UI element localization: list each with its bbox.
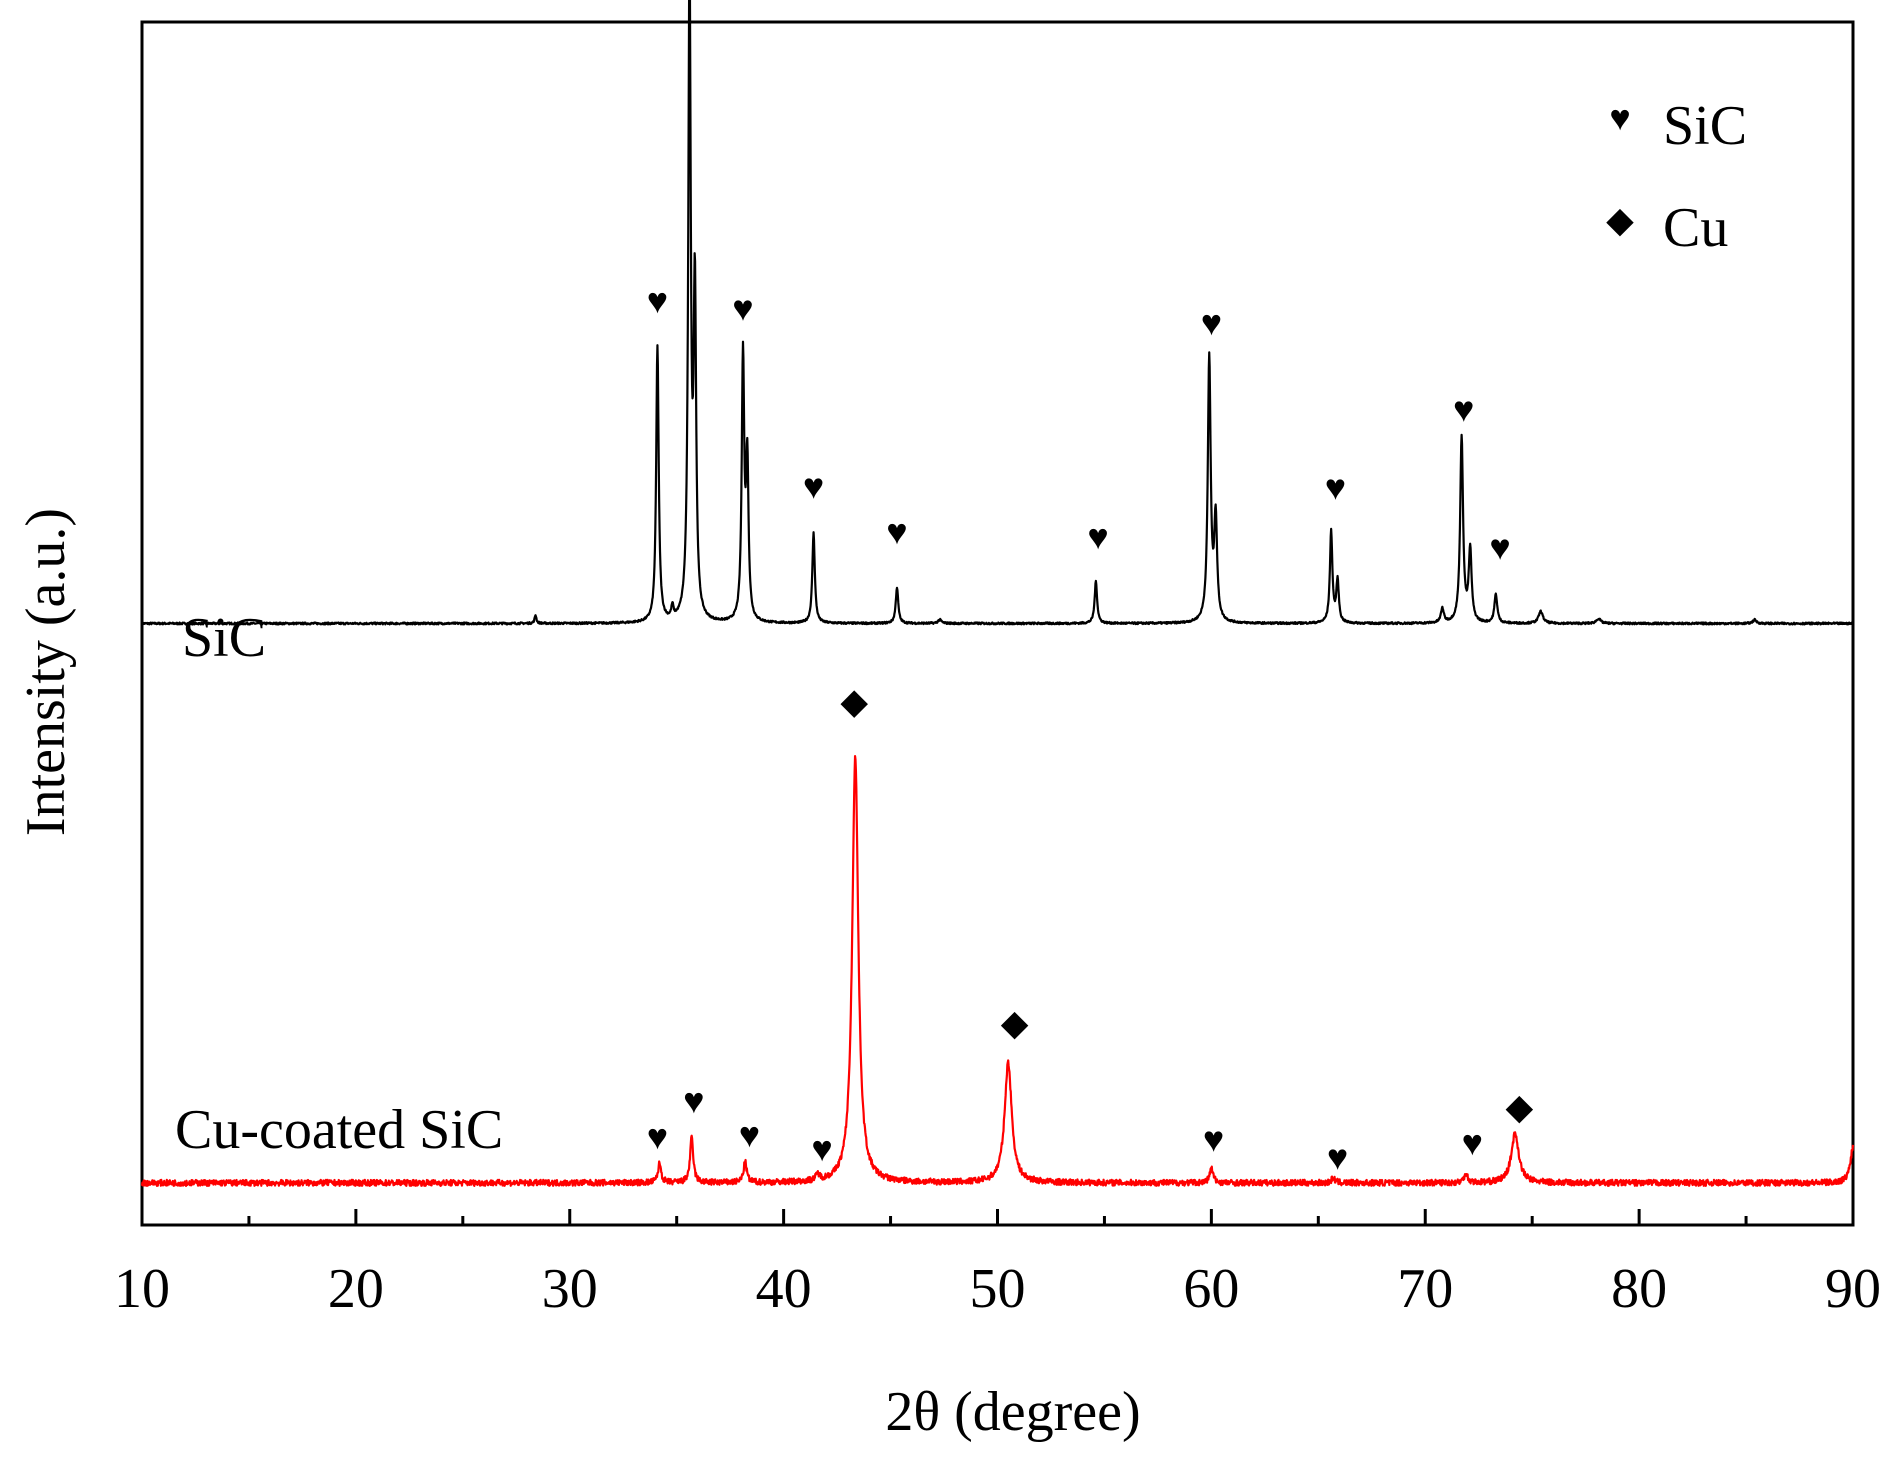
sic-heart-marker-icon: ♥ xyxy=(1203,1120,1224,1160)
y-axis-title: Intensity (a.u.) xyxy=(15,508,77,836)
sic-heart-marker-icon: ♥ xyxy=(683,1081,704,1121)
sic-heart-marker-icon: ♥ xyxy=(1489,528,1510,568)
x-tick-label: 70 xyxy=(1397,1258,1453,1320)
sic-heart-marker-icon: ♥ xyxy=(1453,389,1474,429)
x-tick-label: 80 xyxy=(1611,1258,1667,1320)
sic-heart-marker-icon: ♥ xyxy=(886,512,907,552)
sic-heart-marker-icon: ♥ xyxy=(803,466,824,506)
x-tick-label: 30 xyxy=(542,1258,598,1320)
x-tick-label: 10 xyxy=(114,1258,170,1320)
sic-heart-marker-icon: ♥ xyxy=(732,288,753,328)
sic-heart-marker-icon: ♥ xyxy=(739,1115,760,1155)
legend-label-cu: Cu xyxy=(1663,197,1728,259)
x-ticks: 10 20 30 40 50 60 70 80 90 xyxy=(114,1209,1881,1320)
cu-diamond-marker-icon: ◆ xyxy=(1001,1003,1029,1043)
x-tick-label: 20 xyxy=(328,1258,384,1320)
sic-heart-marker-icon: ♥ xyxy=(1087,517,1108,557)
sic-heart-marker-icon: ♥ xyxy=(647,1117,668,1157)
sic-heart-marker-icon: ♥ xyxy=(811,1129,832,1169)
legend-sic-heart-icon: ♥ xyxy=(1609,98,1630,138)
x-tick-label: 60 xyxy=(1183,1258,1239,1320)
series-line-sic xyxy=(140,0,1854,626)
cu-diamond-marker-icon: ◆ xyxy=(1506,1087,1534,1127)
legend: ♥ SiC ◆ Cu xyxy=(1606,95,1747,259)
legend-cu-diamond-icon: ◆ xyxy=(1606,200,1634,240)
x-tick-label: 40 xyxy=(756,1258,812,1320)
series-label-cu-coated-sic: Cu-coated SiC xyxy=(175,1099,503,1161)
sic-heart-marker-icon: ♥ xyxy=(1325,468,1346,508)
series-label-sic: SiC xyxy=(182,607,266,669)
x-tick-label: 90 xyxy=(1825,1258,1881,1320)
x-axis-title: 2θ (degree) xyxy=(885,1381,1140,1443)
x-tick-label: 50 xyxy=(970,1258,1026,1320)
sic-heart-marker-icon: ♥ xyxy=(1462,1123,1483,1163)
legend-label-sic: SiC xyxy=(1663,95,1747,157)
peak-markers: ♥♥♥♥♥♥♥♥♥♥◆◆◆♥♥♥♥♥♥♥ xyxy=(647,281,1534,1178)
sic-heart-marker-icon: ♥ xyxy=(1327,1138,1348,1178)
sic-heart-marker-icon: ♥ xyxy=(647,281,668,321)
sic-heart-marker-icon: ♥ xyxy=(1201,303,1222,343)
series-layer xyxy=(140,0,1855,1187)
series-line-cu-coated-sic xyxy=(140,755,1855,1187)
cu-diamond-marker-icon: ◆ xyxy=(840,682,868,722)
